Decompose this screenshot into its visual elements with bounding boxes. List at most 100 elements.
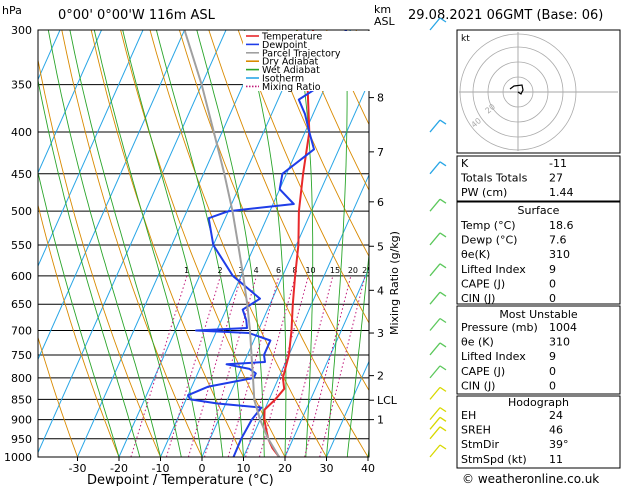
- mixing-ratio-label: 2: [218, 266, 223, 275]
- index-label: Totals Totals: [460, 172, 528, 185]
- legend-item-label: Wet Adiabat: [262, 65, 320, 76]
- dry-adiabat-line: [38, 203, 120, 457]
- index-value: 310: [549, 336, 570, 349]
- indices-table: K -11 Totals Totals 27 PW (cm) 1.44 SurfaceTem…: [456, 155, 621, 469]
- footer-credit: © weatheronline.co.uk: [462, 472, 599, 486]
- wet-adiabat-line: [122, 30, 224, 457]
- pressure-tick-label: 600: [11, 270, 32, 283]
- wind-barb-flag: [439, 317, 447, 324]
- wind-barb-flag: [439, 17, 447, 23]
- dry-adiabat-line: [38, 57, 161, 457]
- wind-barb-flag: [439, 444, 447, 450]
- mixing-ratio-label: 4: [254, 266, 259, 275]
- hodograph-ring: [472, 46, 564, 138]
- index-label: K: [461, 157, 469, 170]
- asl-unit-label: ASL: [374, 15, 396, 28]
- datetime-label: 29.08.2021 06GMT (Base: 06): [408, 8, 603, 23]
- pressure-tick-label: 900: [11, 414, 32, 427]
- dry-adiabat-line: [149, 30, 327, 457]
- hodograph-ring: [459, 33, 577, 151]
- hodograph-trace: [509, 84, 524, 95]
- surface-box: [456, 201, 621, 305]
- altitude-tick-label: LCL: [377, 394, 398, 407]
- mixing-ratio-line: [187, 275, 242, 457]
- index-label: EH: [461, 409, 476, 422]
- x-tick-label: -30: [69, 462, 87, 475]
- x-tick-label: -10: [152, 462, 170, 475]
- wet-adiabat-line: [47, 30, 161, 457]
- km-unit-label: km: [374, 3, 391, 16]
- pressure-tick-label: 650: [11, 298, 32, 311]
- dry-adiabat-line: [90, 30, 244, 457]
- legend-item-label: Mixing Ratio: [262, 82, 321, 93]
- wind-barb: [429, 386, 441, 400]
- index-value: 7.6: [549, 234, 567, 247]
- wind-barb: [429, 232, 441, 246]
- mixing-ratio-label: 1: [184, 266, 189, 275]
- wind-barb: [429, 365, 441, 379]
- wind-barb-flag: [439, 342, 447, 348]
- dry-adiabat-line: [208, 30, 369, 392]
- hodograph-unit-label: kt: [461, 34, 470, 44]
- index-label: θe(K): [461, 248, 490, 261]
- isotherm-line: [160, 30, 351, 457]
- index-value: 0: [549, 379, 556, 392]
- pressure-tick-label: 750: [11, 349, 32, 362]
- skewt-axes: 3003504004505005506006507007508008509009…: [4, 24, 398, 475]
- altitude-tick-label: 8: [377, 92, 384, 105]
- isotherm-line: [243, 173, 369, 457]
- index-value: 9: [549, 263, 556, 276]
- mixing-ratio-line: [259, 275, 309, 457]
- mixing-ratio-line: [227, 275, 280, 457]
- wind-barb-flag: [439, 161, 447, 167]
- wind-barb: [429, 407, 441, 421]
- hodograph-frame: [456, 29, 621, 154]
- pressure-tick-label: 700: [11, 325, 32, 338]
- pressure-tick-label: 850: [11, 393, 32, 406]
- index-label: Pressure (mb): [461, 321, 538, 334]
- wet-adiabat-line: [244, 30, 287, 457]
- wind-barb-flag: [439, 386, 447, 392]
- wind-barb-flag: [439, 263, 447, 269]
- legend-background: [243, 31, 370, 91]
- index-value: 18.6: [549, 219, 574, 232]
- wet-adiabat-line: [326, 30, 348, 457]
- wind-barb-flag: [439, 416, 447, 422]
- wet-adiabat-line: [38, 77, 141, 457]
- wind-barb-flag: [439, 426, 447, 432]
- mixing-ratio-label: 6: [276, 266, 281, 275]
- hodograph-indices-title: Hodograph: [508, 396, 569, 409]
- hodograph-ring: [487, 61, 549, 123]
- indices-box: [456, 155, 621, 202]
- altitude-tick-label: 5: [377, 240, 384, 253]
- wind-barb: [429, 291, 441, 305]
- x-axis-label: Dewpoint / Temperature (°C): [87, 473, 274, 486]
- legend-item-label: Isotherm: [262, 74, 304, 85]
- skewt-background: 1 2 3 4 6 8 10 15 20 25: [38, 30, 372, 457]
- wind-barb: [429, 318, 441, 331]
- pressure-tick-label: 500: [11, 205, 32, 218]
- index-label: SREH: [461, 424, 491, 437]
- index-label: StmSpd (kt): [461, 453, 527, 466]
- wind-barb-flag: [439, 365, 447, 371]
- pressure-tick-label: 950: [11, 433, 32, 446]
- index-value: 1.44: [549, 186, 574, 199]
- dry-adiabat-line: [38, 335, 78, 457]
- mixing-ratio-line: [285, 275, 334, 457]
- location-label: 0°00' 0°00'W 116m ASL: [58, 8, 216, 23]
- altitude-tick-label: 6: [377, 196, 384, 209]
- wind-barb: [429, 119, 441, 133]
- dry-adiabat-line: [61, 30, 203, 457]
- wet-adiabat-line: [38, 170, 120, 457]
- index-value: 27: [549, 172, 563, 185]
- index-label: CAPE (J): [461, 365, 505, 378]
- mixing-ratio-label: 25: [362, 266, 372, 275]
- x-tick-label: 40: [361, 462, 375, 475]
- legend-item-label: Dewpoint: [262, 40, 307, 51]
- wind-barb: [429, 444, 441, 458]
- dry-adiabat-line: [120, 30, 286, 457]
- isotherm-line: [38, 30, 227, 454]
- index-label: Lifted Index: [461, 263, 526, 276]
